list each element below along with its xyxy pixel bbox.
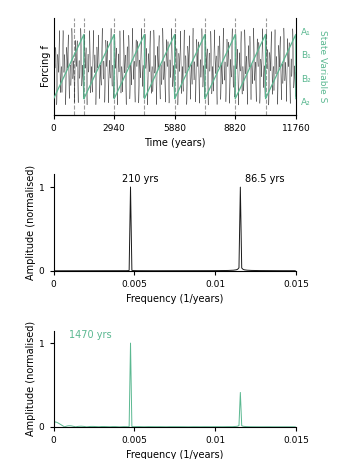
Text: 1470 yrs: 1470 yrs [70, 330, 112, 340]
Text: 210 yrs: 210 yrs [122, 174, 159, 184]
Y-axis label: Amplitude (normalised): Amplitude (normalised) [26, 321, 36, 436]
X-axis label: Frequency (1/years): Frequency (1/years) [126, 450, 224, 459]
Y-axis label: Amplitude (normalised): Amplitude (normalised) [26, 165, 36, 280]
Y-axis label: State Variable S: State Variable S [318, 30, 327, 103]
X-axis label: Frequency (1/years): Frequency (1/years) [126, 294, 224, 304]
Y-axis label: Forcing f: Forcing f [41, 45, 51, 88]
Text: 86.5 yrs: 86.5 yrs [245, 174, 285, 184]
X-axis label: Time (years): Time (years) [144, 138, 206, 148]
